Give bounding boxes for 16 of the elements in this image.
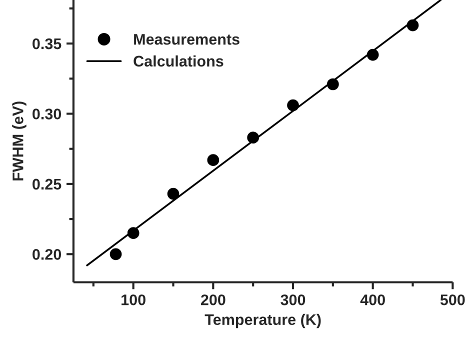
point (110, 248, 122, 260)
x-tick-label: 200 (200, 294, 226, 306)
y-tick-label: 0.35 (32, 38, 62, 50)
x-tick-label: 500 (440, 294, 465, 306)
y-tick-label: 0.20 (32, 249, 62, 260)
point (207, 154, 220, 166)
point (167, 188, 180, 200)
x-axis-title: Temperature (K) (204, 314, 321, 328)
y-tick-label: 0.25 (32, 178, 62, 190)
y-tick-label: 0.30 (32, 108, 62, 120)
x-tick-label: 300 (280, 294, 306, 306)
y-axis-title: FWHM (eV) (12, 102, 26, 180)
legend-label: Calculations (134, 55, 224, 67)
x-tick-label: 400 (360, 294, 385, 306)
legend-label: Measurements (134, 34, 240, 45)
x-tick-label: 100 (122, 294, 146, 306)
